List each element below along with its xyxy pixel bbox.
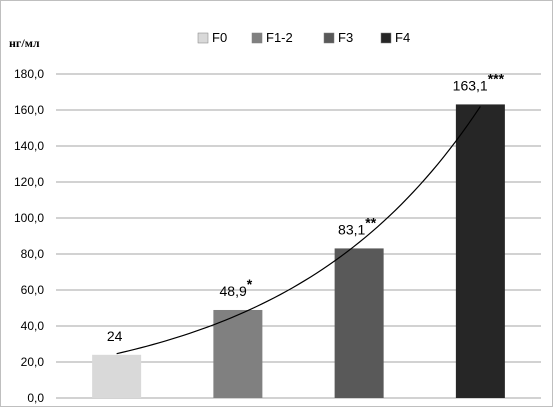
legend-label: F4 [395,30,410,45]
bar-f1-2 [213,309,263,398]
y-tick-label: 140,0 [14,139,44,153]
legend-swatch [251,32,263,44]
y-tick-label: 100,0 [14,211,44,225]
y-tick-label: 180,0 [14,67,44,81]
y-tick-label: 60,0 [21,283,45,297]
significance-stars: * [247,276,253,292]
y-tick-label: 120,0 [14,175,44,189]
y-tick-label: 80,0 [21,247,45,261]
significance-stars: *** [488,70,505,86]
y-tick-label: 160,0 [14,103,44,117]
y-axis-unit-label: нг/мл [9,36,40,50]
legend-label: F1-2 [266,30,293,45]
bar-f0 [92,354,142,398]
legend-swatch [323,32,335,44]
bar-f3 [334,248,384,398]
data-label: 163,1*** [453,70,505,93]
data-label: 83,1** [338,214,377,237]
y-tick-label: 0,0 [27,391,44,405]
trendline [116,106,481,355]
significance-stars: ** [365,214,376,230]
y-tick-label: 40,0 [21,319,45,333]
legend-label: F3 [338,30,353,45]
legend-label: F0 [212,30,227,45]
data-label: 48,9* [220,276,253,299]
legend-swatch [197,32,209,44]
y-tick-label: 20,0 [21,355,45,369]
legend-swatch [380,32,392,44]
data-label: 24 [107,328,123,344]
bar-f4 [455,104,505,399]
